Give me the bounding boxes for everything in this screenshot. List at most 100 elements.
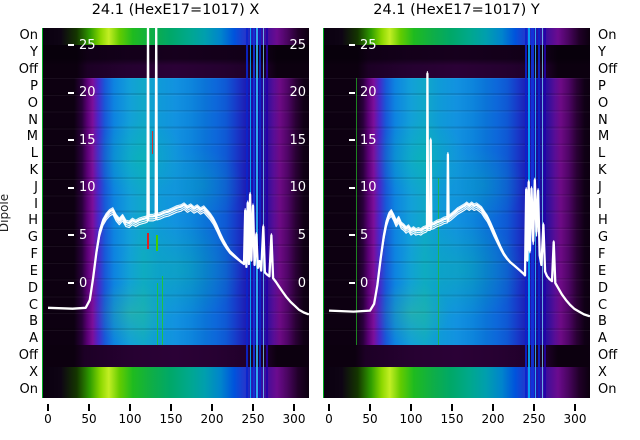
row-label-a-18: A — [29, 331, 38, 347]
x-tick-mark — [328, 404, 330, 411]
panel-y-title: 24.1 (HexE17=1017) Y — [373, 2, 540, 18]
trace-marker — [147, 233, 149, 249]
trace-overlay-x — [47, 28, 309, 316]
x-tick-mark — [410, 404, 412, 411]
y-tick-mark — [68, 44, 74, 46]
row-label-n-5: N — [598, 112, 608, 128]
x-tick-mark — [492, 404, 494, 411]
row-label-a-18: A — [598, 331, 607, 347]
x-tick-mark — [369, 404, 371, 411]
row-label-m-6: M — [598, 129, 610, 145]
row-label-on-21: On — [598, 381, 617, 397]
x-tick-mark — [47, 404, 49, 411]
trace-line — [328, 72, 590, 318]
heatmap-stripe — [323, 28, 325, 398]
x-axis-panel-y: 0 50 100 150 200 250 300 — [323, 399, 590, 431]
heatmap-stripe — [256, 28, 258, 398]
y-tick-mark — [68, 139, 74, 142]
y-tick-value: 5 — [79, 227, 88, 243]
row-label-b-17: B — [598, 314, 607, 330]
y-tick-value: 10 — [79, 180, 96, 196]
y-tick-label: 20 — [68, 85, 96, 101]
heatmap-band-on-bottom — [42, 367, 309, 398]
row-label-on-21: On — [19, 381, 38, 397]
row-label-i-10: I — [598, 196, 602, 212]
row-label-b-17: B — [29, 314, 38, 330]
row-label-on-0: On — [19, 28, 38, 44]
heatmap-stripe — [356, 78, 358, 345]
x-tick-label: 200 — [200, 412, 224, 426]
x-tick-mark — [451, 404, 453, 411]
heatmap-band-dark-top — [42, 45, 309, 78]
heatmap-stripe — [157, 283, 159, 345]
row-label-c-16: C — [28, 297, 38, 313]
row-labels-left: On Y Off P O N M L K J I H G F E D C B A Off X On — [8, 28, 38, 398]
y-tick-label-right: 15 — [289, 132, 306, 148]
x-tick-mark — [170, 404, 172, 411]
y-tick-label: 25 — [68, 37, 96, 53]
heatmap-stripe — [162, 276, 164, 345]
heatmap-band-on-top — [42, 28, 309, 45]
heatmap-stripe — [42, 28, 44, 398]
y-tick-label: 15 — [68, 132, 96, 148]
x-tick-label: 50 — [81, 412, 97, 426]
heatmap-stripe — [437, 178, 439, 345]
y-tick-label: 10 — [68, 180, 96, 196]
row-label-l-7: L — [598, 146, 606, 162]
heatmap-stripe — [544, 28, 547, 398]
y-tick-value: 15 — [360, 132, 377, 148]
y-tick-label-right: 20 — [289, 85, 306, 101]
row-label-j-9: J — [598, 179, 602, 195]
x-tick-label: 300 — [282, 412, 306, 426]
y-tick-mark — [349, 186, 355, 189]
heatmap-band-dark-bottom — [42, 345, 309, 367]
y-tick-value: 20 — [79, 85, 96, 101]
row-label-p-3: P — [598, 78, 606, 94]
y-tick-mark — [68, 186, 74, 189]
x-tick-label: 0 — [325, 412, 333, 426]
y-tick-value: 15 — [79, 132, 96, 148]
y-tick-label-right: 10 — [289, 180, 306, 196]
row-label-k-8: K — [598, 162, 607, 178]
row-label-f-13: F — [30, 247, 38, 263]
row-label-off-19: Off — [598, 347, 618, 363]
heatmap-stripe — [263, 28, 265, 398]
row-label-h-11: H — [598, 213, 608, 229]
y-tick-value: 5 — [360, 227, 369, 243]
row-label-off-19: Off — [18, 347, 38, 363]
row-label-g-12: G — [27, 230, 38, 246]
row-label-g-12: G — [598, 230, 609, 246]
x-tick-mark — [252, 404, 254, 411]
row-label-h-11: H — [28, 213, 38, 229]
row-label-off-2: Off — [18, 62, 38, 78]
y-tick-mark — [349, 139, 355, 142]
y-tick-value: 25 — [79, 37, 96, 53]
y-tick-value: 10 — [360, 180, 377, 196]
row-label-o-4: O — [27, 95, 38, 111]
y-tick-label-right: 25 — [289, 37, 306, 53]
row-label-x-20: X — [29, 364, 38, 380]
x-tick-mark — [293, 404, 295, 411]
heatmap-stripe — [265, 28, 268, 398]
x-tick-label: 100 — [399, 412, 423, 426]
panel-y-heatmap: 25 20 15 10 5 0 — [323, 28, 590, 398]
x-tick-mark — [533, 404, 535, 411]
x-tick-label: 150 — [159, 412, 183, 426]
y-tick-label-right: 5 — [297, 227, 306, 243]
y-tick-label: 10 — [349, 180, 377, 196]
row-label-m-6: M — [26, 129, 38, 145]
y-tick-mark — [349, 44, 355, 46]
panel-x-title: 24.1 (HexE17=1017) X — [91, 2, 260, 18]
row-label-f-13: F — [598, 247, 606, 263]
y-tick-label: 5 — [349, 227, 368, 243]
trace-line — [47, 28, 309, 316]
row-label-j-9: J — [34, 179, 38, 195]
row-label-i-10: I — [34, 196, 38, 212]
x-tick-mark — [574, 404, 576, 411]
heatmap-band-on-top — [323, 28, 590, 45]
row-label-d-15: D — [598, 280, 609, 296]
heatmap-stripe — [541, 28, 543, 398]
heatmap-band-dark-bottom — [323, 345, 590, 367]
panel-x-heatmap: 25 25 20 20 15 15 10 10 5 5 0 0 — [42, 28, 309, 398]
y-tick-label: 25 — [349, 37, 377, 53]
